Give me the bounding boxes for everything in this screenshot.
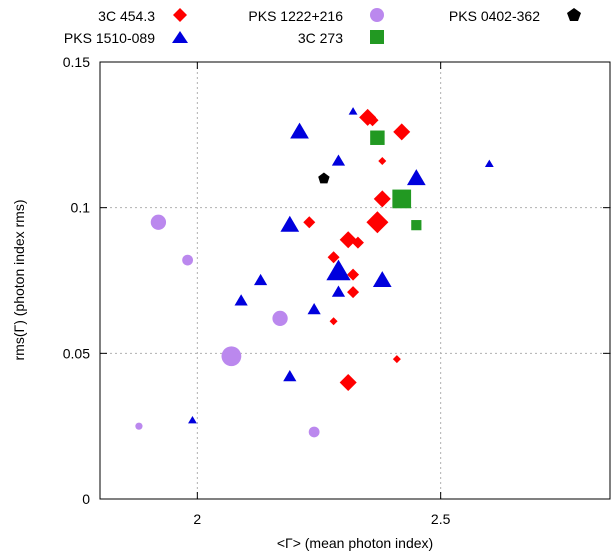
data-point-pks-1222-216 — [308, 426, 320, 438]
data-point-3c-454-3 — [327, 251, 340, 264]
data-point-3c-454-3 — [329, 317, 338, 326]
data-point-3c-454-3 — [347, 286, 360, 299]
data-point-pks-1510-089 — [307, 303, 321, 315]
data-point-pks-1510-089 — [234, 294, 248, 306]
data-point-pks-1510-089 — [290, 122, 309, 139]
data-point-3c-454-3 — [392, 355, 401, 364]
data-point-pks-1510-089 — [283, 370, 297, 382]
data-point-pks-1222-216 — [272, 310, 288, 327]
data-point-3c-454-3 — [339, 231, 357, 249]
legend-marker-pks-1222-216 — [370, 8, 384, 22]
data-point-3c-273 — [370, 130, 385, 145]
y-tick-label: 0 — [82, 491, 90, 507]
legend-label-pks-1222-216: PKS 1222+216 — [248, 8, 343, 24]
data-point-3c-273 — [411, 220, 422, 231]
data-point-pks-1222-216 — [135, 422, 143, 430]
legend-entry-pks-0402-362: PKS 0402-362 — [449, 8, 581, 24]
data-points — [135, 107, 494, 438]
legend-marker-3c-273 — [370, 30, 384, 44]
data-point-3c-454-3 — [366, 114, 379, 127]
series-pks-1510-089 — [188, 107, 494, 424]
data-point-3c-454-3 — [393, 123, 411, 141]
data-point-pks-1222-216 — [182, 254, 194, 266]
data-point-3c-454-3 — [373, 190, 391, 208]
series-3c-273 — [370, 130, 422, 231]
data-point-pks-1222-216 — [221, 346, 242, 367]
data-point-pks-1510-089 — [484, 159, 494, 168]
data-point-pks-1510-089 — [406, 169, 426, 186]
legend-entry-3c-273: 3C 273 — [298, 30, 384, 46]
data-point-pks-1510-089 — [326, 259, 351, 281]
data-point-3c-454-3 — [351, 236, 364, 249]
y-tick-label: 0.1 — [71, 200, 91, 216]
data-point-pks-1510-089 — [331, 154, 346, 166]
y-tick-label: 0.15 — [63, 54, 90, 70]
legend-marker-pks-1510-089 — [172, 31, 188, 43]
data-point-3c-273 — [392, 189, 412, 209]
data-point-pks-1510-089 — [280, 215, 300, 232]
y-tick-label: 0.05 — [63, 345, 90, 361]
x-axis-title: <Γ> (mean photon index) — [277, 535, 433, 551]
data-point-3c-454-3 — [378, 157, 387, 166]
data-point-3c-454-3 — [339, 373, 357, 391]
x-tick-label: 2 — [193, 511, 201, 527]
plot-frame — [99, 61, 611, 500]
legend-entry-3c-454-3: 3C 454.3 — [98, 8, 187, 24]
series-3c-454-3 — [303, 108, 411, 391]
data-point-pks-1222-216 — [150, 214, 167, 230]
series-pks-0402-362 — [318, 172, 330, 184]
legend-label-3c-454-3: 3C 454.3 — [98, 8, 155, 24]
legend-entry-pks-1222-216: PKS 1222+216 — [248, 8, 384, 24]
data-point-pks-1510-089 — [254, 273, 268, 286]
legend-marker-3c-454-3 — [173, 8, 187, 22]
legend-label-pks-1510-089: PKS 1510-089 — [64, 30, 155, 46]
grid — [100, 62, 611, 499]
legend-label-pks-0402-362: PKS 0402-362 — [449, 8, 540, 24]
data-point-3c-454-3 — [347, 268, 360, 281]
data-point-pks-1510-089 — [188, 415, 197, 424]
legend-marker-pks-0402-362 — [567, 8, 581, 21]
x-tick-label: 2.5 — [431, 511, 451, 527]
data-point-pks-0402-362 — [318, 172, 330, 184]
data-point-pks-1510-089 — [372, 271, 392, 288]
legend-label-3c-273: 3C 273 — [298, 30, 343, 46]
series-pks-1222-216 — [135, 214, 320, 438]
legend: 3C 454.3 PKS 1222+216 PKS 0402-362 PKS 1… — [64, 8, 581, 46]
data-point-pks-1510-089 — [331, 285, 346, 297]
axis-ticks: 2 2.5 0 0.05 0.1 0.15 — [63, 54, 610, 527]
legend-entry-pks-1510-089: PKS 1510-089 — [64, 30, 188, 46]
y-axis-title: rms(Γ) (photon index rms) — [11, 200, 27, 361]
data-point-3c-454-3 — [366, 211, 389, 234]
data-point-pks-1510-089 — [348, 107, 358, 115]
data-point-3c-454-3 — [303, 216, 316, 229]
